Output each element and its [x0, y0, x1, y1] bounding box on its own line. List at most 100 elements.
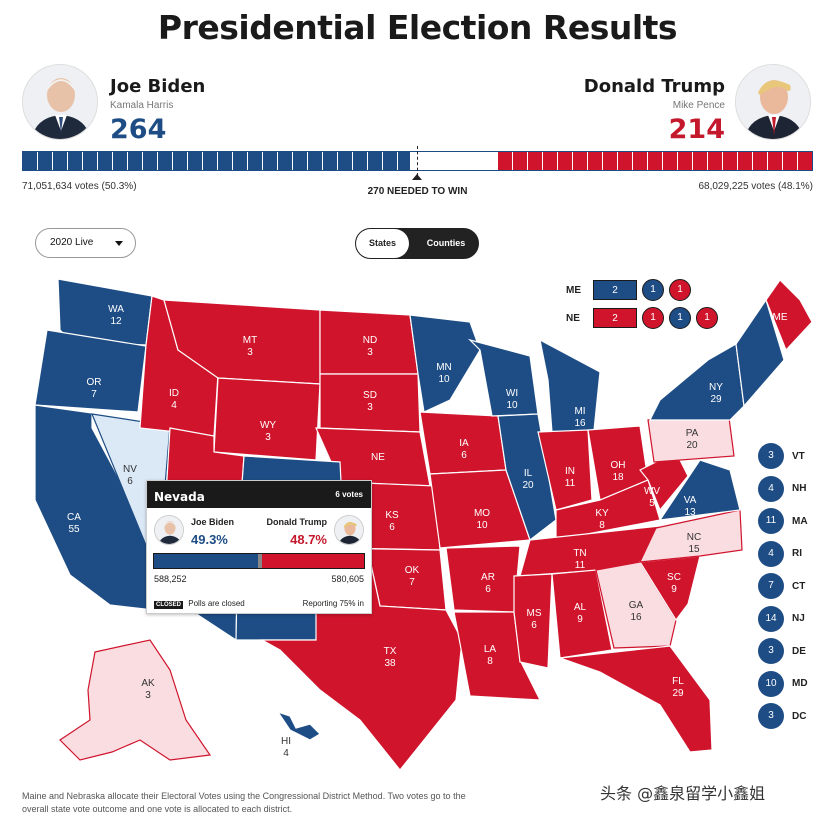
dem-name: Joe Biden	[110, 76, 206, 97]
state-label-mn[interactable]: MN 10	[436, 362, 452, 385]
dem-bar-segment	[23, 152, 411, 170]
tooltip-rep-avatar	[334, 515, 364, 545]
state-label-fl[interactable]: FL 29	[672, 676, 684, 699]
person-icon	[23, 65, 97, 139]
toggle-counties[interactable]: Counties	[426, 238, 466, 248]
small-state-votes: 11	[758, 508, 784, 535]
rep-popular-vote: 68,029,225 votes (48.1%)	[698, 181, 813, 192]
maine-district-1[interactable]: 1	[642, 279, 664, 301]
state-label-tn[interactable]: TN 11	[573, 548, 586, 571]
state-label-mo[interactable]: MO 10	[474, 508, 490, 531]
tooltip-dem-name: Joe Biden	[191, 517, 235, 527]
rep-name: Donald Trump	[583, 76, 725, 97]
small-state-votes: 3	[758, 443, 784, 470]
person-icon	[155, 516, 183, 544]
maine-label: ME	[566, 284, 581, 296]
maine-statewide-votes[interactable]: 2	[593, 280, 637, 300]
small-state-ct[interactable]: 7 CT	[758, 570, 808, 603]
state-ne-states	[735, 298, 785, 408]
state-label-in[interactable]: IN 11	[565, 466, 576, 489]
state-label-mt[interactable]: MT 3	[243, 335, 257, 358]
state-me	[765, 279, 813, 352]
small-state-md[interactable]: 10 MD	[758, 668, 808, 701]
footnote: Maine and Nebraska allocate their Electo…	[22, 791, 466, 814]
small-state-de[interactable]: 3 DE	[758, 635, 808, 668]
dem-popular-vote: 71,051,634 votes (50.3%)	[22, 181, 137, 192]
state-label-ak[interactable]: AK 3	[141, 678, 155, 701]
state-label-nv[interactable]: NV 6	[123, 464, 137, 487]
small-state-dc[interactable]: 3 DC	[758, 700, 808, 733]
state-ak	[59, 639, 212, 761]
state-mi	[539, 338, 601, 433]
state-label-il[interactable]: IL 20	[522, 468, 534, 491]
small-state-nh[interactable]: 4 NH	[758, 473, 808, 506]
state-label-pa[interactable]: PA 20	[686, 428, 699, 451]
dem-avatar	[22, 64, 98, 140]
state-label-la[interactable]: LA 8	[484, 644, 497, 667]
state-or	[34, 329, 147, 413]
state-label-hi[interactable]: HI 4	[281, 736, 291, 759]
tooltip-other-bar	[257, 554, 262, 568]
state-label-ny[interactable]: NY 29	[709, 382, 723, 405]
tooltip-status: CLOSED Polls are closed	[154, 599, 245, 609]
state-label-ky[interactable]: KY 8	[595, 508, 609, 531]
person-icon	[335, 516, 363, 544]
small-state-nj[interactable]: 14 NJ	[758, 603, 808, 636]
tooltip-dem-count: 588,252	[154, 574, 187, 584]
state-label-nd[interactable]: ND 3	[363, 335, 377, 358]
state-in	[537, 429, 593, 511]
state-label-mi[interactable]: MI 16	[574, 406, 586, 429]
nebraska-district-3[interactable]: 1	[696, 307, 718, 329]
tooltip-electoral-votes: 6 votes	[335, 490, 363, 499]
year-dropdown[interactable]: 2020 Live	[35, 228, 136, 258]
state-label-or[interactable]: OR 7	[87, 377, 102, 400]
small-state-votes: 10	[758, 670, 784, 697]
state-label-ms[interactable]: MS 6	[527, 608, 542, 631]
state-label-ar[interactable]: AR 6	[481, 572, 495, 595]
nebraska-label: NE	[566, 312, 580, 324]
small-state-ri[interactable]: 4 RI	[758, 538, 808, 571]
state-al	[551, 569, 613, 659]
state-ms	[513, 573, 553, 669]
state-label-ia[interactable]: IA 6	[459, 438, 469, 461]
state-label-ks[interactable]: KS 6	[385, 510, 399, 533]
state-label-wy[interactable]: WY 3	[260, 420, 276, 443]
state-label-tx[interactable]: TX 38	[384, 646, 397, 669]
state-la	[453, 611, 541, 701]
state-label-va[interactable]: VA 13	[684, 495, 697, 518]
state-label-wa[interactable]: WA 12	[108, 304, 124, 327]
state-label-me[interactable]: ME	[773, 312, 788, 323]
state-ky	[555, 479, 661, 541]
state-label-wi[interactable]: WI 10	[506, 388, 518, 411]
tooltip-header: Nevada 6 votes	[147, 481, 371, 508]
small-states-list: 3 VT 4 NH 11 MA 4 RI 7 CT 14 NJ 3 DE 10 MD 3 DC	[758, 440, 808, 733]
state-label-sc[interactable]: SC 9	[667, 572, 681, 595]
state-label-wv[interactable]: WV 5	[644, 486, 660, 509]
state-label-ne[interactable]: NE	[371, 452, 385, 463]
small-state-abbr: VT	[792, 450, 805, 462]
small-state-votes: 3	[758, 703, 784, 730]
state-label-oh[interactable]: OH 18	[611, 460, 626, 483]
toggle-states[interactable]: States	[356, 229, 409, 258]
state-label-id[interactable]: ID 4	[169, 388, 179, 411]
small-state-ma[interactable]: 11 MA	[758, 505, 808, 538]
state-label-ga[interactable]: GA 16	[629, 600, 644, 623]
state-label-ca[interactable]: CA 55	[67, 512, 81, 535]
tooltip-rep-bar	[261, 554, 364, 568]
nebraska-district-2[interactable]: 1	[669, 307, 691, 329]
state-label-nc[interactable]: NC 15	[687, 532, 701, 555]
state-label-sd[interactable]: SD 3	[363, 390, 377, 413]
tooltip-status-text: Polls are closed	[188, 599, 245, 608]
state-wy	[213, 377, 321, 461]
page-title: Presidential Election Results	[157, 8, 678, 47]
tooltip-dem-bar	[154, 554, 258, 568]
small-state-abbr: DC	[792, 710, 807, 722]
nebraska-district-1[interactable]: 1	[642, 307, 664, 329]
state-label-al[interactable]: AL 9	[574, 602, 587, 625]
nebraska-statewide-votes[interactable]: 2	[593, 308, 637, 328]
rep-avatar	[735, 64, 811, 140]
small-state-vt[interactable]: 3 VT	[758, 440, 808, 473]
small-state-abbr: CT	[792, 580, 806, 592]
maine-district-2[interactable]: 1	[669, 279, 691, 301]
state-label-ok[interactable]: OK 7	[405, 565, 420, 588]
